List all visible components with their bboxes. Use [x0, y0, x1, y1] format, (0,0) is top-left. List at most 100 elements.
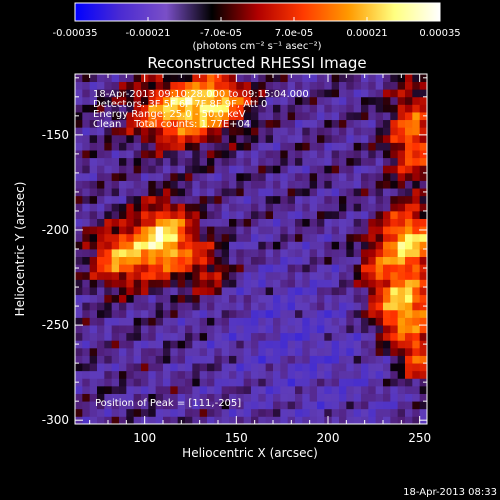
heatmap-cell: [236, 233, 245, 242]
heatmap-cell: [339, 393, 347, 402]
heatmap-cell: [375, 233, 384, 242]
heatmap-cell: [273, 264, 281, 273]
heatmap-cell: [280, 180, 289, 189]
heatmap-cell: [353, 279, 362, 288]
heatmap-cell: [185, 256, 193, 265]
heatmap-cell: [221, 96, 230, 105]
heatmap-cell: [302, 363, 311, 372]
heatmap-cell: [273, 302, 281, 311]
heatmap-cell: [339, 271, 347, 280]
heatmap-cell: [405, 256, 413, 265]
heatmap-cell: [265, 112, 274, 121]
heatmap-cell: [339, 302, 347, 311]
heatmap-cell: [97, 180, 105, 189]
heatmap-cell: [177, 279, 186, 288]
heatmap-cell: [155, 96, 164, 105]
heatmap-cell: [346, 188, 355, 197]
heatmap-cell: [82, 195, 91, 204]
heatmap-cell: [302, 416, 311, 425]
heatmap-cell: [324, 195, 333, 204]
heatmap-cell: [287, 150, 296, 159]
heatmap-cell: [236, 89, 245, 98]
heatmap-cell: [412, 401, 421, 410]
heatmap-cell: [163, 127, 171, 136]
heatmap-cell: [155, 241, 164, 250]
heatmap-cell: [221, 127, 230, 136]
heatmap-cell: [383, 89, 391, 98]
heatmap-cell: [375, 325, 384, 334]
heatmap-cell: [375, 294, 384, 303]
heatmap-cell: [339, 218, 347, 227]
heatmap-cell: [236, 81, 245, 90]
heatmap-cell: [126, 256, 135, 265]
heatmap-cell: [148, 188, 157, 197]
heatmap-cell: [170, 347, 179, 356]
heatmap-cell: [405, 203, 413, 212]
heatmap-cell: [273, 393, 281, 402]
heatmap-cell: [309, 89, 318, 98]
heatmap-cell: [287, 325, 296, 334]
heatmap-cell: [397, 96, 406, 105]
heatmap-cell: [170, 165, 179, 174]
heatmap-cell: [353, 210, 362, 219]
heatmap-cell: [309, 142, 318, 151]
heatmap-cell: [133, 180, 142, 189]
heatmap-cell: [148, 249, 157, 258]
heatmap-cell: [287, 134, 296, 143]
heatmap-cell: [111, 416, 120, 425]
heatmap-cell: [192, 355, 201, 364]
heatmap-cell: [221, 89, 230, 98]
heatmap-cell: [361, 96, 369, 105]
heatmap-cell: [207, 355, 215, 364]
heatmap-cell: [148, 134, 157, 143]
heatmap-cell: [390, 150, 399, 159]
colorbar-tick-label: -7.0e-05: [200, 28, 242, 39]
heatmap-cell: [346, 119, 355, 128]
heatmap-cell: [97, 249, 105, 258]
heatmap-cell: [368, 241, 377, 250]
heatmap-cell: [199, 142, 208, 151]
heatmap-cell: [89, 218, 98, 227]
heatmap-cell: [251, 210, 259, 219]
heatmap-cell: [287, 210, 296, 219]
heatmap-cell: [346, 256, 355, 265]
heatmap-cell: [111, 401, 120, 410]
heatmap-cell: [346, 279, 355, 288]
heatmap-cell: [170, 287, 179, 296]
heatmap-cell: [331, 241, 340, 250]
heatmap-cell: [361, 165, 369, 174]
heatmap-cell: [177, 378, 186, 387]
heatmap-cell: [251, 325, 259, 334]
heatmap-cell: [287, 370, 296, 379]
heatmap-cell: [346, 195, 355, 204]
heatmap-cell: [199, 347, 208, 356]
heatmap-cell: [126, 203, 135, 212]
heatmap-cell: [97, 271, 105, 280]
heatmap-cell: [361, 241, 369, 250]
heatmap-cell: [353, 264, 362, 273]
heatmap-cell: [353, 309, 362, 318]
heatmap-cell: [148, 347, 157, 356]
heatmap-cell: [346, 233, 355, 242]
heatmap-cell: [133, 89, 142, 98]
heatmap-cell: [302, 112, 311, 121]
heatmap-cell: [199, 385, 208, 394]
heatmap-cell: [397, 317, 406, 326]
heatmap-cell: [133, 256, 142, 265]
heatmap-cell: [133, 363, 142, 372]
heatmap-cell: [148, 325, 157, 334]
heatmap-cell: [148, 127, 157, 136]
heatmap-cell: [236, 401, 245, 410]
heatmap-cell: [119, 347, 127, 356]
heatmap-cell: [287, 340, 296, 349]
heatmap-cell: [331, 256, 340, 265]
heatmap-cell: [163, 401, 171, 410]
heatmap-cell: [397, 210, 406, 219]
heatmap-cell: [265, 355, 274, 364]
heatmap-cell: [170, 241, 179, 250]
heatmap-cell: [126, 81, 135, 90]
heatmap-cell: [295, 226, 303, 235]
heatmap-cell: [324, 180, 333, 189]
heatmap-cell: [287, 317, 296, 326]
heatmap-cell: [163, 89, 171, 98]
